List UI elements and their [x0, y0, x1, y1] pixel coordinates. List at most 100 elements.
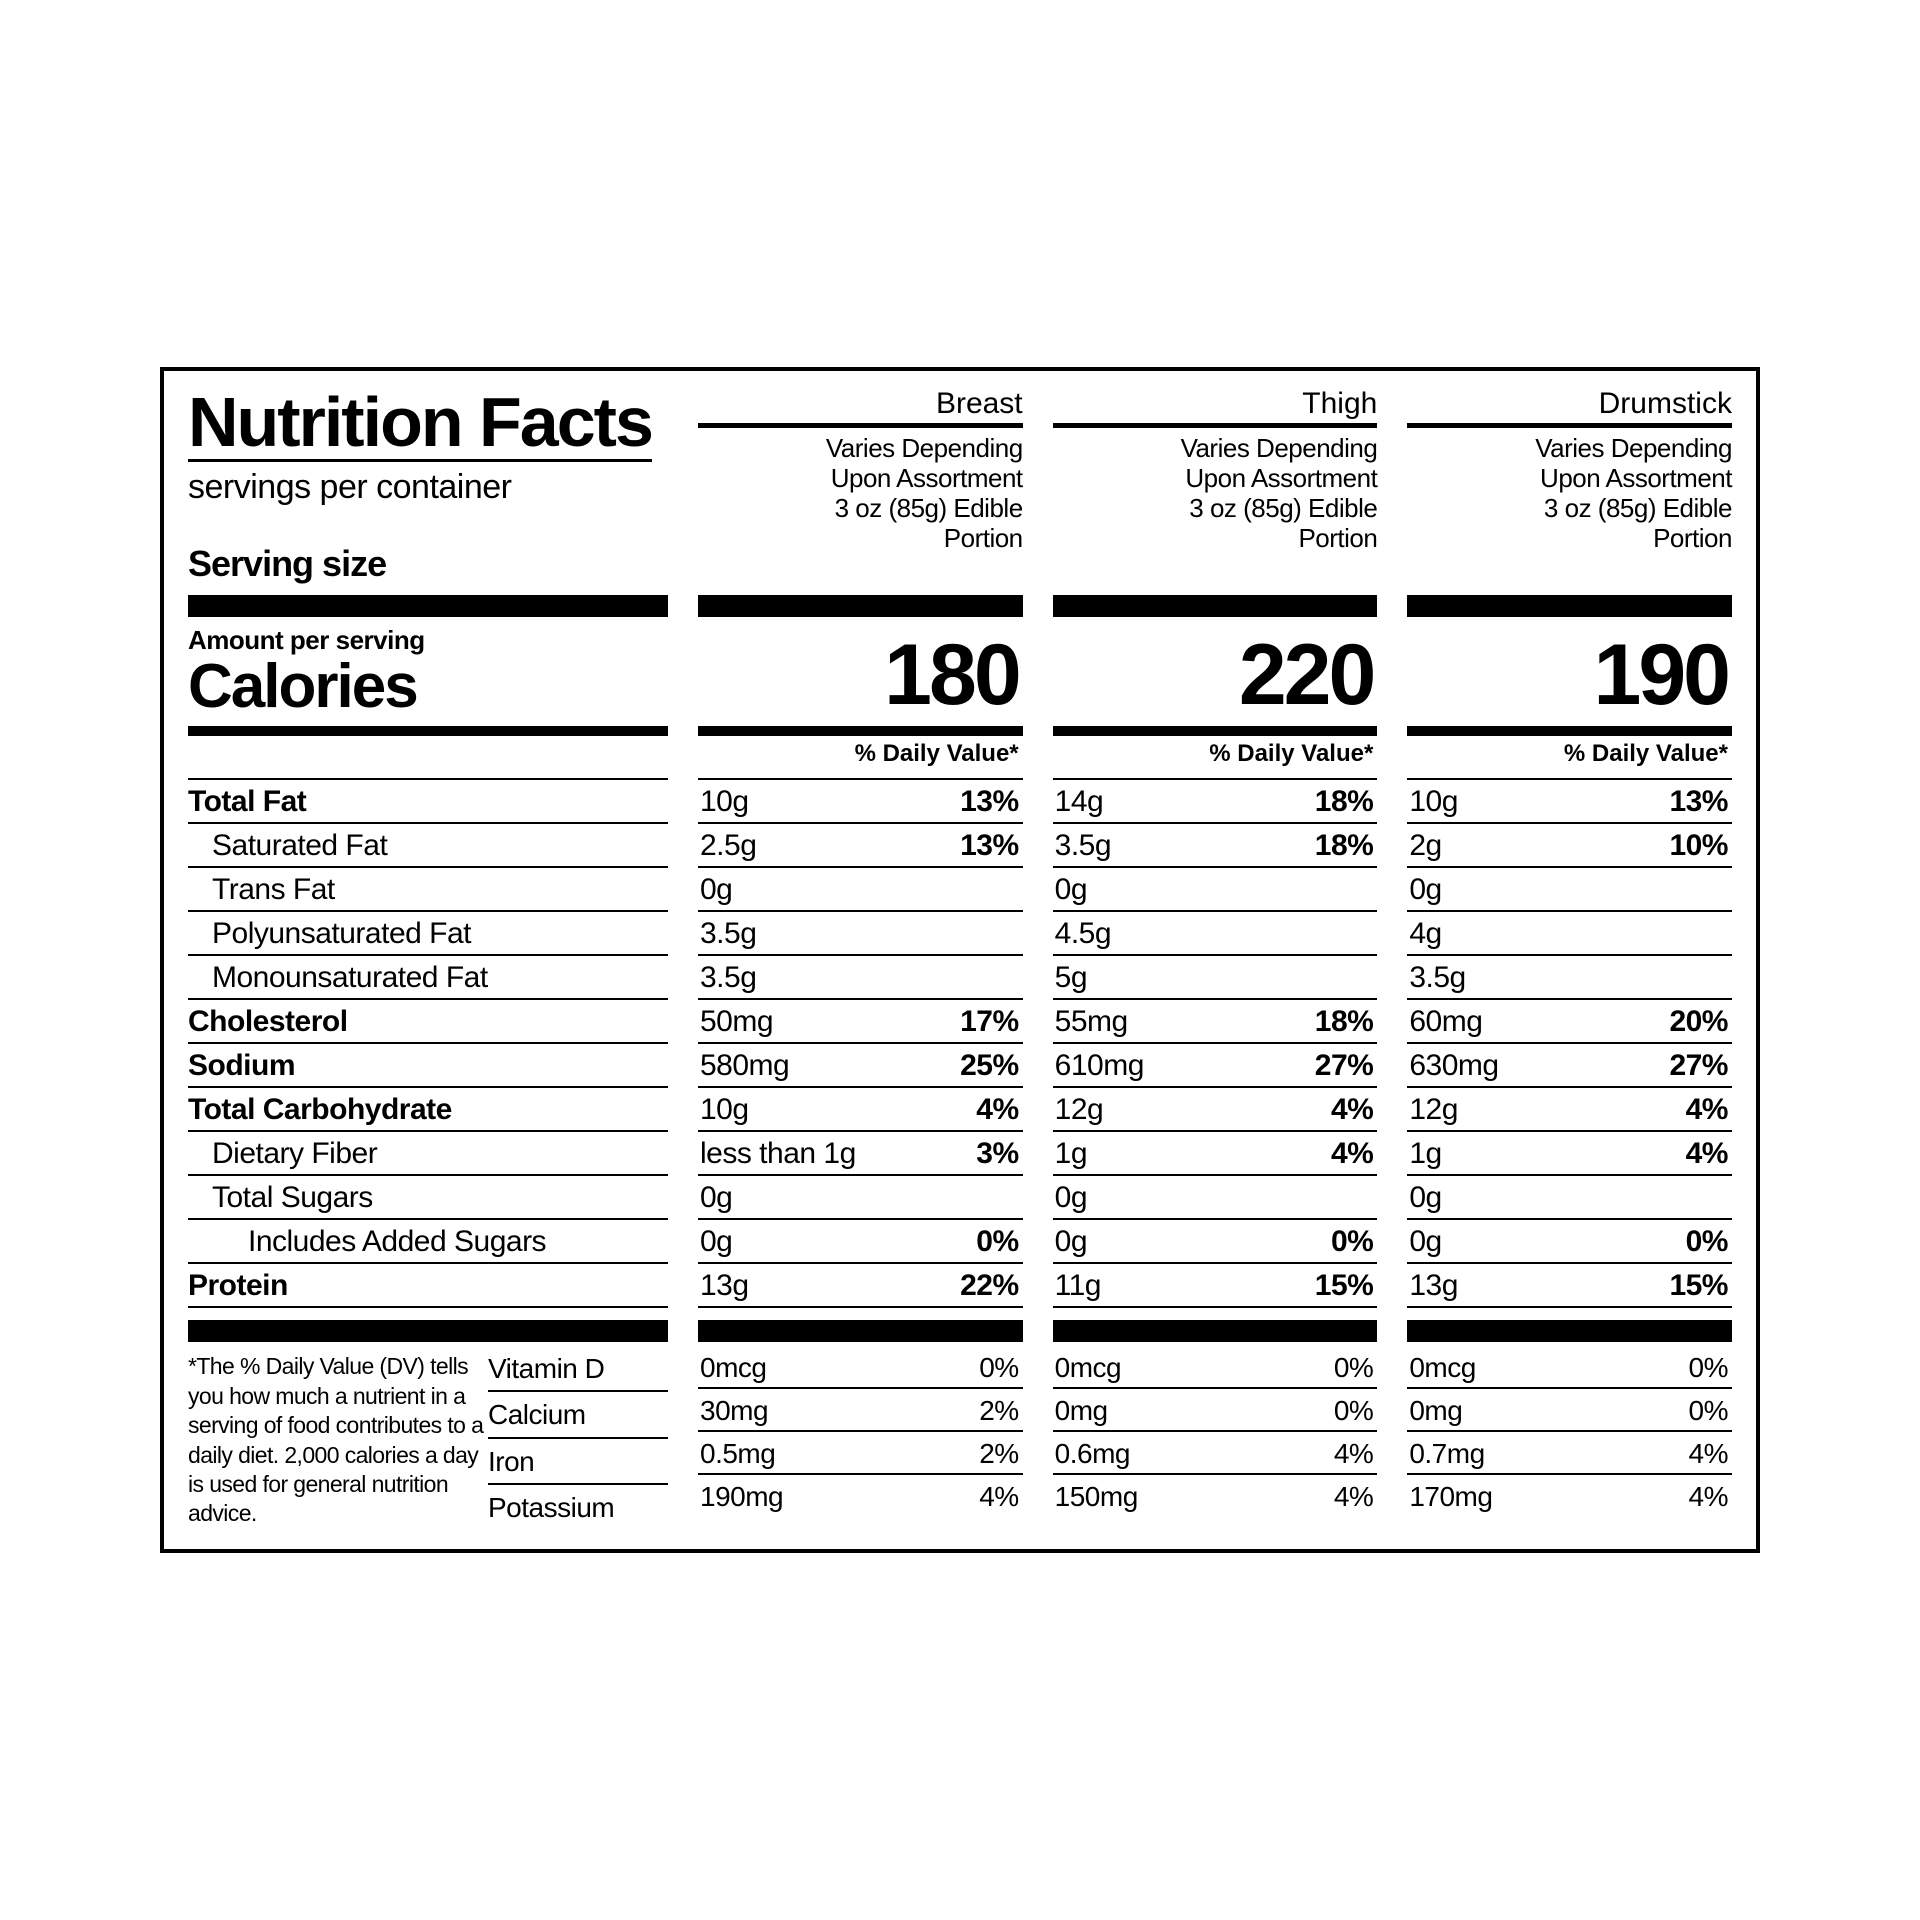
nutrient-cell: 4.5g — [1053, 912, 1378, 956]
nutrient-dv: 18% — [1315, 784, 1374, 820]
nutrient-cell: 3.5g — [1407, 956, 1732, 1000]
micronutrient-dv: 4% — [1689, 1438, 1728, 1470]
nutrient-cell: 610mg 27% — [1053, 1044, 1378, 1088]
nutrient-cell: 2.5g13% — [698, 824, 1023, 868]
nutrient-dv: 4% — [1331, 1136, 1373, 1172]
micronutrient-amount: 0.7mg — [1409, 1438, 1484, 1470]
micronutrient-dv: 2% — [979, 1438, 1018, 1470]
nutrient-dv: 17% — [960, 1004, 1019, 1040]
micronutrient-dv: 0% — [1334, 1352, 1373, 1384]
nutrient-label: Total Fat — [188, 780, 668, 824]
nutrient-amount: 580mg — [700, 1048, 789, 1084]
nutrient-dv: 13% — [1669, 784, 1728, 820]
divider-med — [1053, 726, 1378, 736]
nutrient-label: Dietary Fiber — [188, 1132, 668, 1176]
nutrient-cell: 50mg 17% — [698, 1000, 1023, 1044]
micronutrient-dv: 0% — [979, 1352, 1018, 1384]
nutrient-cell: 3.5g18% — [1053, 824, 1378, 868]
micronutrient-cell: 0mcg0% — [1407, 1346, 1732, 1389]
nutrient-amount: 12g — [1409, 1092, 1458, 1128]
nutrient-dv: 3% — [976, 1136, 1018, 1172]
micronutrient-amount: 30mg — [700, 1395, 768, 1427]
micronutrient-column: 0mcg0%0mg0%0.7mg4%170mg4% — [1407, 1346, 1732, 1529]
nutrient-amount: 4.5g — [1055, 916, 1111, 952]
nutrient-amount: 2g — [1409, 828, 1441, 864]
nutrient-cell: 1g 4% — [1407, 1132, 1732, 1176]
dv-header: % Daily Value* — [698, 736, 1023, 780]
nutrient-cell: 2g10% — [1407, 824, 1732, 868]
micronutrient-dv: 0% — [1689, 1352, 1728, 1384]
divider-thick — [188, 595, 668, 617]
footnote: *The % Daily Value (DV) tells you how mu… — [188, 1346, 488, 1529]
micronutrient-cell: 150mg4% — [1053, 1475, 1378, 1516]
nutrient-dv: 0% — [1331, 1224, 1373, 1260]
micronutrient-dv: 0% — [1334, 1395, 1373, 1427]
nutrient-cell: 60mg 20% — [1407, 1000, 1732, 1044]
nutrient-amount: 3.5g — [1055, 828, 1111, 864]
nutrient-cell: 12g 4% — [1407, 1088, 1732, 1132]
micronutrient-cell: 0mcg0% — [1053, 1346, 1378, 1389]
nutrient-dv: 18% — [1315, 1004, 1374, 1040]
nutrient-amount: 0g — [1409, 1180, 1441, 1216]
nutrient-dv: 13% — [960, 784, 1019, 820]
nutrient-label: Sodium — [188, 1044, 668, 1088]
nutrient-amount: 50mg — [700, 1004, 773, 1040]
nutrient-amount: 0g — [700, 1180, 732, 1216]
column-desc: Varies DependingUpon Assortment3 oz (85g… — [698, 428, 1023, 554]
nutrient-cell: 4g — [1407, 912, 1732, 956]
footer-block: *The % Daily Value (DV) tells you how mu… — [188, 1346, 668, 1529]
nutrient-dv: 13% — [960, 828, 1019, 864]
nutrient-dv: 4% — [1686, 1136, 1728, 1172]
micronutrient-amount: 0mg — [1409, 1395, 1462, 1427]
micronutrient-amount: 0.5mg — [700, 1438, 775, 1470]
divider-thick — [1407, 595, 1732, 617]
nutrient-cell: 0g — [1053, 1176, 1378, 1220]
nutrient-amount: 60mg — [1409, 1004, 1482, 1040]
micronutrient-cell: 0.6mg 4% — [1053, 1432, 1378, 1475]
micronutrient-label: Vitamin D — [488, 1346, 668, 1392]
divider-med — [698, 726, 1023, 736]
nutrient-cell: 10g4% — [698, 1088, 1023, 1132]
nutrient-dv: 20% — [1669, 1004, 1728, 1040]
nutrient-amount: 610mg — [1055, 1048, 1144, 1084]
column-name: Breast — [698, 387, 1023, 428]
micronutrient-cell: 0.7mg 4% — [1407, 1432, 1732, 1475]
header-block: Nutrition Factsservings per containerSer… — [188, 387, 668, 585]
micronutrient-amount: 0.6mg — [1055, 1438, 1130, 1470]
nutrient-dv: 4% — [1686, 1092, 1728, 1128]
servings-per-container: servings per container — [188, 468, 668, 507]
nutrient-amount: 3.5g — [1409, 960, 1465, 996]
nutrient-amount: 3.5g — [700, 960, 756, 996]
nutrient-cell: 55mg18% — [1053, 1000, 1378, 1044]
divider-med — [188, 726, 668, 736]
nutrient-cell: 10g13% — [1407, 780, 1732, 824]
nutrient-dv: 4% — [1331, 1092, 1373, 1128]
nutrient-cell: 0g0% — [698, 1220, 1023, 1264]
nutrient-cell: 10g13% — [698, 780, 1023, 824]
micronutrient-dv: 2% — [979, 1395, 1018, 1427]
micronutrient-label: Calcium — [488, 1392, 668, 1438]
micronutrient-cell: 0mcg0% — [698, 1346, 1023, 1389]
nutrient-amount: 0g — [700, 1224, 732, 1260]
calories-label: Calories — [188, 656, 668, 718]
micronutrient-column: 0mcg0%30mg2%0.5mg2%190mg4% — [698, 1346, 1023, 1529]
nutrient-amount: 1g — [1409, 1136, 1441, 1172]
nutrient-amount: 10g — [700, 1092, 749, 1128]
nutrient-dv: 15% — [1669, 1268, 1728, 1304]
nutrient-dv: 27% — [1315, 1048, 1374, 1084]
nutrient-amount: 3.5g — [700, 916, 756, 952]
micronutrient-cell: 0.5mg 2% — [698, 1432, 1023, 1475]
divider-thick — [698, 1320, 1023, 1342]
nutrient-cell: 0g0% — [1407, 1220, 1732, 1264]
calories-value: 190 — [1407, 632, 1732, 718]
micronutrient-dv: 4% — [1334, 1481, 1373, 1513]
nutrient-cell: 14g18% — [1053, 780, 1378, 824]
nutrient-label: Total Carbohydrate — [188, 1088, 668, 1132]
column-desc: Varies DependingUpon Assortment3 oz (85g… — [1053, 428, 1378, 554]
nutrient-cell: 5g — [1053, 956, 1378, 1000]
column-header: ThighVaries DependingUpon Assortment3 oz… — [1053, 387, 1378, 585]
serving-size-label: Serving size — [188, 543, 668, 585]
micronutrient-dv: 4% — [1334, 1438, 1373, 1470]
nutrient-cell: 3.5g — [698, 912, 1023, 956]
nutrient-label: Includes Added Sugars — [188, 1220, 668, 1264]
